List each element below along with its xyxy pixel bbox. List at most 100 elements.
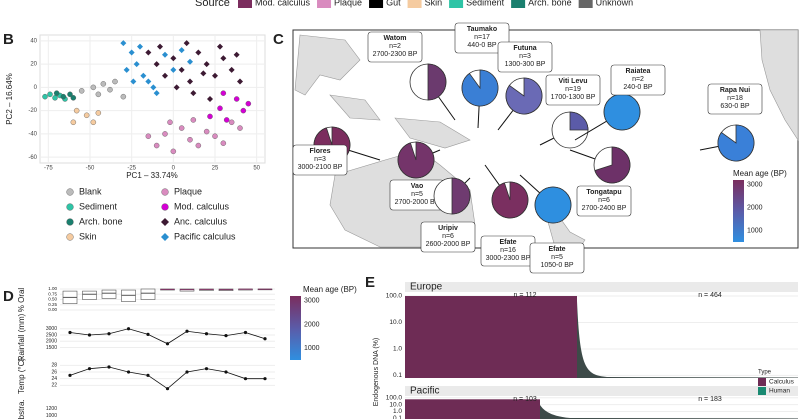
legend-label: Arch. bone [528, 0, 572, 7]
point [146, 332, 150, 336]
y-tick-label: -60 [28, 155, 37, 161]
point [167, 119, 173, 126]
pca-plot: -75 -50 -25 0 25 50 -60 -40 -20 0 20 40 [28, 35, 265, 172]
legend-swatch [449, 0, 464, 8]
calculus-bars [405, 399, 540, 419]
point [195, 142, 202, 149]
point [95, 91, 102, 98]
point [68, 330, 72, 335]
point [78, 88, 85, 94]
point [107, 86, 113, 93]
point [263, 377, 267, 381]
y-tick-label: 1.0 [393, 346, 402, 353]
legend-label: Plaque [174, 186, 202, 196]
facet-strip [405, 282, 798, 292]
y-tick-label: 1200 [46, 406, 57, 412]
point [212, 133, 218, 139]
site-name: Futuna [513, 45, 536, 52]
point [140, 72, 147, 79]
point [173, 84, 180, 91]
legend-label: Blank [79, 186, 102, 196]
n-label: n = 464 [698, 292, 722, 299]
point [200, 70, 207, 77]
pie-slice [534, 186, 572, 224]
point [133, 61, 140, 68]
y-tick-label: 0.1 [393, 372, 402, 379]
y-tick-label: -20 [28, 108, 37, 114]
point [130, 78, 137, 85]
x-tick-label: -50 [86, 166, 95, 172]
n-label: n = 112 [513, 292, 536, 299]
source-legend: Source Mod. calculus Plaque Gut Skin Sediment… [195, 0, 633, 9]
point [165, 342, 170, 346]
point [67, 91, 73, 98]
point [233, 96, 240, 102]
point [137, 43, 143, 50]
box [82, 290, 97, 300]
site-n: n=3 [314, 156, 326, 163]
colorbar-tick: 3000 [747, 181, 763, 188]
point [203, 61, 210, 68]
y-tick-label: 0 [34, 85, 38, 91]
site-date: 2700-2000 BP [395, 199, 440, 206]
pie-slice [427, 63, 447, 101]
row-label: Abstra. [17, 399, 26, 419]
point [53, 90, 60, 96]
site-name: Raiatea [626, 68, 651, 75]
site-n: n=2 [632, 76, 644, 83]
site-label-box [454, 22, 510, 54]
legend-label: Mod. calculus [255, 0, 311, 7]
point [204, 332, 209, 336]
point [178, 125, 185, 131]
site-label-box [529, 242, 585, 274]
row-label: Rainfall (mm) [17, 313, 26, 361]
site-date: 240-0 BP [623, 84, 653, 91]
site-label-box [610, 64, 666, 96]
site-date: 3000-2100 BP [298, 164, 343, 171]
point [145, 78, 152, 85]
point [95, 110, 102, 116]
y-tick-label: 0.00 [48, 307, 57, 312]
point [150, 84, 157, 91]
point [153, 61, 160, 68]
point [170, 66, 177, 73]
site-n: n=18 [727, 95, 743, 102]
site-name: Vao [411, 183, 423, 190]
y-tick-label: 24 [51, 376, 57, 382]
y-axis-label: Endogenous DNA (%) [373, 338, 380, 406]
pie-slice [461, 69, 499, 107]
point [185, 329, 189, 333]
point [224, 370, 228, 374]
site-date: 630-0 BP [720, 103, 750, 110]
site-n: n=17 [474, 34, 490, 41]
site-n: n=6 [598, 197, 610, 204]
y-tick-label: 3000 [46, 326, 57, 332]
point [223, 117, 230, 123]
box [121, 289, 136, 302]
box [101, 289, 117, 299]
point [204, 367, 209, 371]
legend-label: Mod. calculus [174, 201, 230, 211]
legend-title: Type [758, 370, 772, 376]
y-tick-label: 2500 [46, 332, 57, 338]
y-tick-label: 0.1 [393, 415, 402, 419]
site-label-box [420, 221, 476, 253]
point [190, 90, 197, 97]
site-label-box [367, 31, 423, 63]
box [140, 288, 156, 300]
point [66, 218, 74, 226]
site-n: n=16 [500, 247, 516, 254]
point [157, 43, 163, 50]
site-date: 2600-2000 BP [426, 241, 471, 248]
pie-slice [451, 177, 471, 215]
site-date: 1300-300 BP [505, 61, 546, 68]
y-tick-label: 10.0 [389, 401, 402, 408]
legend-label: Calculus [769, 379, 795, 386]
site-date: 1700-1300 BP [551, 94, 596, 101]
facet-title: Europe [410, 282, 443, 293]
point [228, 119, 235, 126]
point [70, 95, 77, 101]
point [165, 387, 170, 391]
